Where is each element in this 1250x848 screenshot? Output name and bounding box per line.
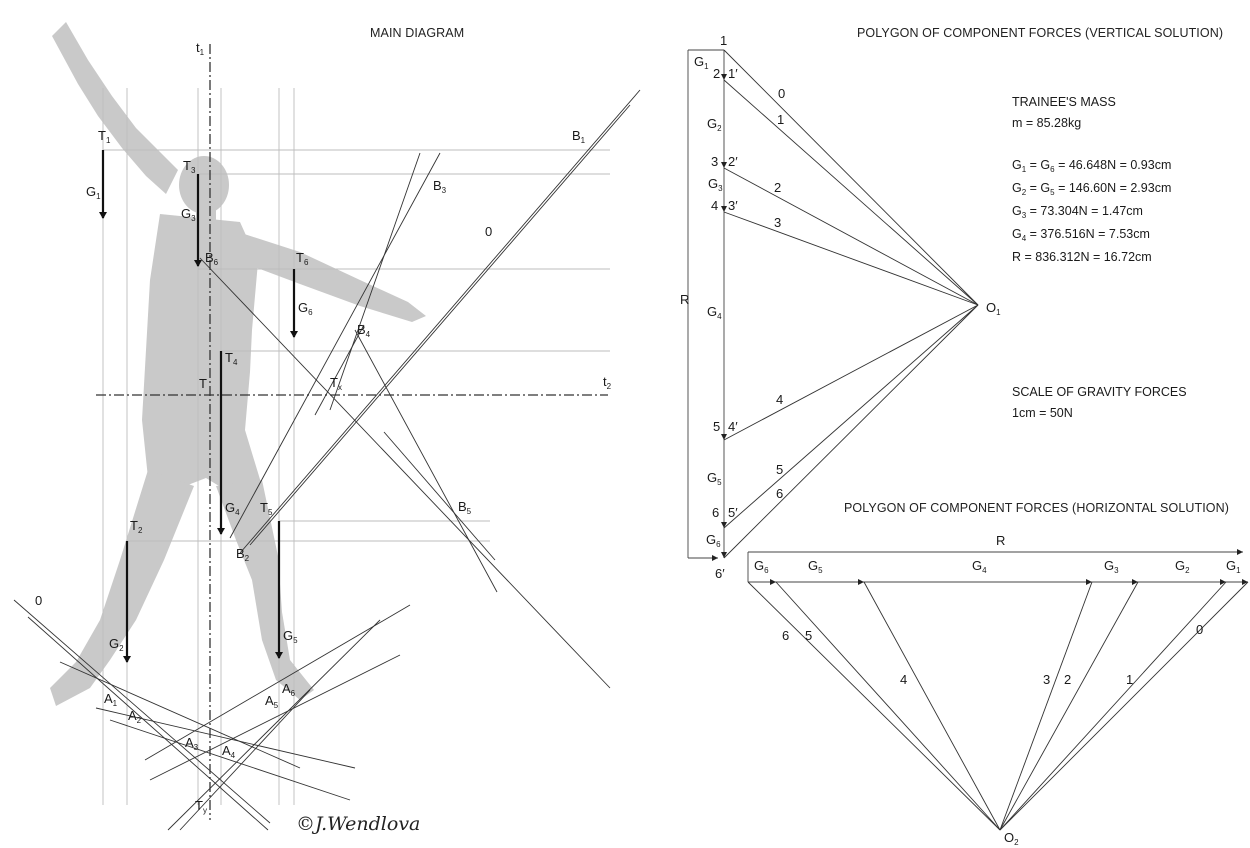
horizontal-ray-5: 5 — [805, 628, 812, 643]
vertical-G1: G1 — [694, 54, 709, 71]
point-T5: T5 — [260, 500, 273, 517]
axis-t2-label: t2 — [603, 374, 612, 391]
horizontal-G5: G5 — [808, 558, 823, 575]
main-diagram: MAIN DIAGRAM — [13, 22, 641, 835]
vertical-ray-2: 2 — [774, 180, 781, 195]
point-B6: B6 — [205, 250, 219, 267]
horizontal-G2: G2 — [1175, 558, 1190, 575]
point-A3: A3 — [185, 735, 199, 752]
point-T3: T3 — [183, 158, 196, 175]
horizontal-ray-1: 1 — [1126, 672, 1133, 687]
mass-title: TRAINEE'S MASS — [1012, 95, 1116, 109]
force-G2: G2 — [109, 636, 124, 653]
horizontal-ray-2: 2 — [1064, 672, 1071, 687]
info-line-4: G4 = 376.516N = 7.53cm — [1012, 227, 1150, 243]
horizontal-ray-6: 6 — [782, 628, 789, 643]
main-diagram-title: MAIN DIAGRAM — [370, 26, 464, 40]
vertical-prime-2: 2′ — [728, 154, 738, 169]
horizontal-pole-O2: O2 — [1004, 830, 1019, 847]
point-B4: B4 — [357, 322, 371, 339]
vertical-prime-4: 4′ — [728, 419, 738, 434]
point-B1: B1 — [572, 128, 586, 145]
point-A1: A1 — [104, 691, 118, 708]
horizontal-G1: G1 — [1226, 558, 1241, 575]
point-A6: A6 — [282, 681, 296, 698]
force-G5: G5 — [283, 628, 298, 645]
point-B3: B3 — [433, 178, 447, 195]
vertical-prime-1: 1′ — [728, 66, 738, 81]
point-A5: A5 — [265, 693, 279, 710]
horizontal-rays — [747, 581, 1249, 831]
vertical-ray-6: 6 — [776, 486, 783, 501]
vertical-ray-4: 4 — [776, 392, 783, 407]
point-T4: T4 — [225, 350, 238, 367]
ty-label: Ty — [195, 798, 207, 815]
vertical-ray-3: 3 — [774, 215, 781, 230]
horizontal-ray-3: 3 — [1043, 672, 1050, 687]
vertical-solution-title: POLYGON OF COMPONENT FORCES (VERTICAL SO… — [857, 26, 1223, 40]
tx-label: Tx — [330, 375, 342, 392]
string-zero-upper: 0 — [485, 224, 492, 239]
point-A4: A4 — [222, 743, 236, 760]
horizontal-resultant-label: R — [996, 533, 1005, 548]
gravity-force-arrows — [99, 150, 298, 663]
funicular-strings-upper — [199, 89, 641, 689]
info-line-2: G2 = G5 = 146.60N = 2.93cm — [1012, 181, 1171, 197]
copyright-signature: ©J.Wendlova — [296, 813, 420, 835]
vertical-prime-5: 5′ — [728, 505, 738, 520]
funicular-strings-lower — [13, 599, 411, 831]
point-T2: T2 — [130, 518, 143, 535]
scale-value: 1cm = 50N — [1012, 406, 1073, 420]
info-block: TRAINEE'S MASS m = 85.28kg G1 = G6 = 46.… — [1012, 95, 1187, 420]
horizontal-grid — [103, 149, 610, 542]
force-G3: G3 — [181, 206, 196, 223]
vertical-rays — [723, 49, 979, 559]
force-G1: G1 — [86, 184, 101, 201]
info-line-3: G3 = 73.304N = 1.47cm — [1012, 204, 1143, 220]
horizontal-ray-4: 4 — [900, 672, 907, 687]
vertical-prime-3: 3′ — [728, 198, 738, 213]
string-zero-lower: 0 — [35, 593, 42, 608]
horizontal-G4: G4 — [972, 558, 987, 575]
force-G4: G4 — [225, 500, 240, 517]
vertical-pole-O1: O1 — [986, 300, 1001, 317]
info-line-1: G1 = G6 = 46.648N = 0.93cm — [1012, 158, 1171, 174]
vertical-node-5: 5 — [713, 419, 720, 434]
horizontal-solution-title: POLYGON OF COMPONENT FORCES (HORIZONTAL … — [844, 501, 1229, 515]
point-T6: T6 — [296, 250, 309, 267]
vertical-G3: G3 — [708, 176, 723, 193]
human-silhouette — [50, 22, 426, 706]
force-G6: G6 — [298, 300, 313, 317]
vertical-node-3: 3 — [711, 154, 718, 169]
vertical-G4: G4 — [707, 304, 722, 321]
vertical-ray-1: 1 — [777, 112, 784, 127]
point-B2: B2 — [236, 546, 250, 563]
vertical-solution: POLYGON OF COMPONENT FORCES (VERTICAL SO… — [680, 26, 1223, 581]
horizontal-solution: POLYGON OF COMPONENT FORCES (HORIZONTAL … — [747, 501, 1249, 847]
horizontal-ray-0: 0 — [1196, 622, 1203, 637]
vertical-G2: G2 — [707, 116, 722, 133]
axis-t1-label: t1 — [196, 40, 205, 57]
vertical-node-1: 1 — [720, 33, 727, 48]
point-T1: T1 — [98, 128, 111, 145]
point-A2: A2 — [128, 708, 142, 725]
point-B5: B5 — [458, 499, 472, 516]
vertical-ray-0: 0 — [778, 86, 785, 101]
vertical-prime-6: 6′ — [715, 566, 725, 581]
scale-title: SCALE OF GRAVITY FORCES — [1012, 385, 1187, 399]
info-line-5: R = 836.312N = 16.72cm — [1012, 250, 1152, 264]
horizontal-G3: G3 — [1104, 558, 1119, 575]
vertical-node-2: 2 — [713, 66, 720, 81]
mass-value: m = 85.28kg — [1012, 116, 1081, 130]
vertical-G6: G6 — [706, 532, 721, 549]
vertical-node-6: 6 — [712, 505, 719, 520]
vertical-ray-5: 5 — [776, 462, 783, 477]
vertical-resultant-label: R — [680, 292, 689, 307]
centroid-label: T — [199, 376, 207, 391]
vertical-G5: G5 — [707, 470, 722, 487]
vertical-node-4: 4 — [711, 198, 718, 213]
horizontal-G6: G6 — [754, 558, 769, 575]
